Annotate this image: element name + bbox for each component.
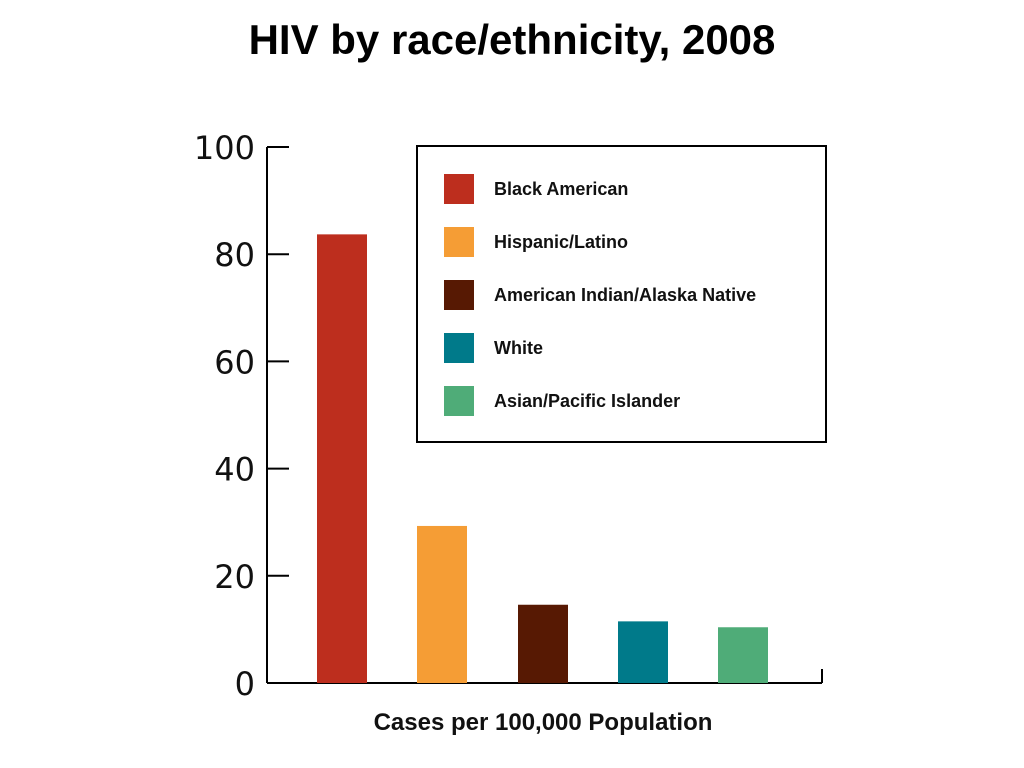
legend-swatch — [444, 333, 474, 363]
y-tick-label: 20 — [214, 558, 255, 596]
legend: Black American Hispanic/Latino American In… — [416, 145, 827, 443]
y-tick-label: 40 — [214, 451, 255, 489]
legend-label: Asian/Pacific Islander — [494, 391, 680, 411]
bar — [417, 525, 467, 683]
bar — [317, 234, 367, 684]
legend-swatch — [444, 227, 474, 257]
y-tick-label: 80 — [214, 236, 255, 274]
legend-swatch — [444, 174, 474, 204]
bar — [718, 627, 768, 683]
x-axis-label: Cases per 100,000 Population — [374, 709, 713, 736]
bar — [618, 621, 668, 683]
y-tick-label: 60 — [214, 343, 255, 381]
legend-label: Black American — [494, 179, 628, 199]
bars — [317, 234, 768, 684]
bar — [518, 604, 568, 683]
legend-label: Hispanic/Latino — [494, 232, 628, 252]
legend-box — [416, 145, 827, 443]
y-tick-label: 0 — [235, 665, 255, 703]
chart-title: HIV by race/ethnicity, 2008 — [248, 16, 776, 63]
legend-label: American Indian/Alaska Native — [494, 285, 756, 305]
legend-label: White — [494, 338, 543, 358]
y-tick-label: 100 — [194, 129, 255, 167]
legend-swatch — [444, 386, 474, 416]
legend-swatch — [444, 280, 474, 310]
